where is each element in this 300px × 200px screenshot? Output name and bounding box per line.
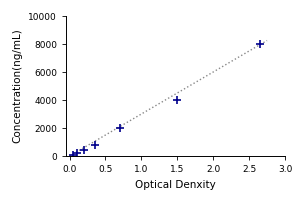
X-axis label: Optical Denxity: Optical Denxity [135,180,216,190]
Y-axis label: Concentration(ng/mL): Concentration(ng/mL) [13,29,23,143]
